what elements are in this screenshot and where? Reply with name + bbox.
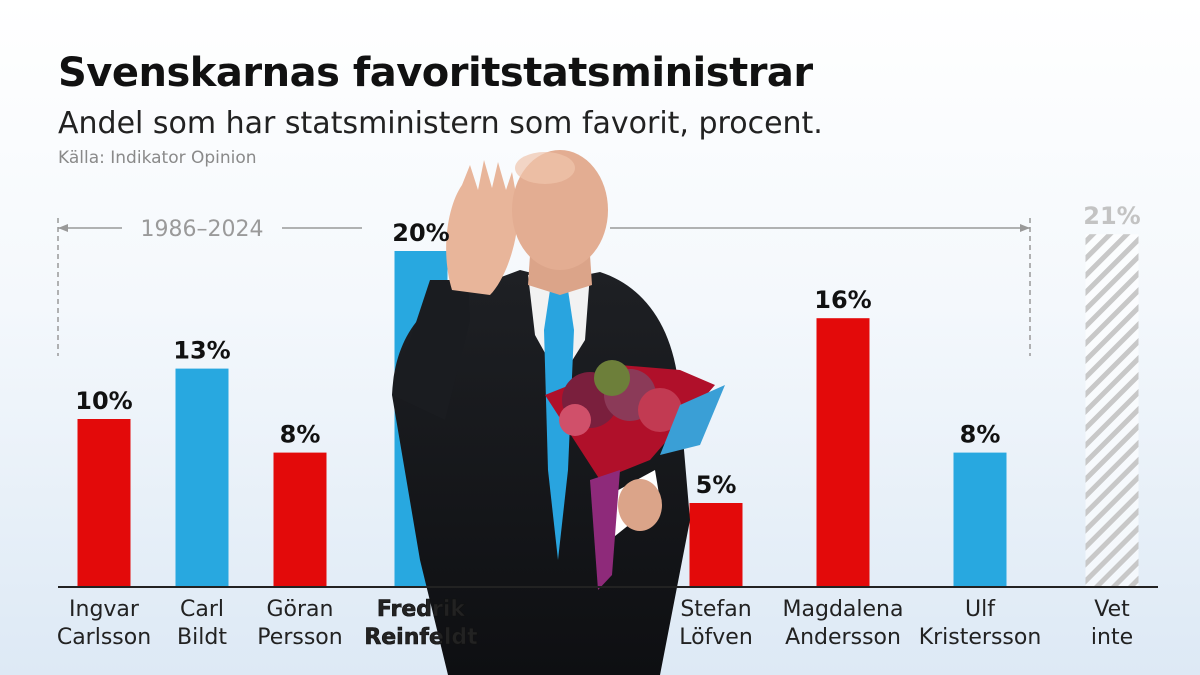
bar-carl-bildt	[175, 368, 229, 587]
category-labels-layer: Ingvar Carlsson Carl Bildt Göran Persson Fredr…	[57, 597, 1133, 651]
category-label-goran-persson: Göran Persson	[257, 597, 342, 650]
bar-stefan-lofven	[689, 503, 743, 587]
period-label: 1986–2024	[141, 217, 264, 242]
category-label-ulf-kristersson: Ulf Kristersson	[919, 597, 1042, 650]
period-bracket	[57, 218, 1031, 356]
value-label-magdalena-andersson: 16%	[814, 286, 871, 314]
chart-title: Svenskarnas favoritstatsministrar	[58, 50, 813, 96]
value-label-ingvar-carlsson: 10%	[75, 387, 132, 415]
value-label-ulf-kristersson: 8%	[960, 421, 1001, 449]
bar-ulf-kristersson	[953, 452, 1007, 587]
value-label-fredrik-reinfeldt: 20%	[392, 219, 449, 247]
value-labels-layer: 10% 13% 8% 20% 5% 16% 8% 21%	[75, 202, 1140, 499]
bar-vet-inte	[1085, 234, 1139, 587]
chart-source: Källa: Indikator Opinion	[58, 148, 257, 168]
category-label-vet-inte: Vet inte	[1091, 597, 1133, 650]
bar-magdalena-andersson	[816, 318, 870, 587]
category-label-magdalena-andersson: Magdalena Andersson	[783, 597, 904, 650]
chart-subtitle: Andel som har statsministern som favorit…	[58, 106, 823, 141]
value-label-vet-inte: 21%	[1083, 202, 1140, 230]
bar-ingvar-carlsson	[77, 419, 131, 587]
value-label-goran-persson: 8%	[280, 421, 321, 449]
category-label-stefan-lofven: Stefan Löfven	[679, 597, 753, 650]
value-label-carl-bildt: 13%	[173, 337, 230, 365]
person-photo	[392, 150, 725, 675]
category-label-ingvar-carlsson: Ingvar Carlsson	[57, 597, 151, 650]
bar-goran-persson	[273, 452, 327, 587]
category-label-fredrik-reinfeldt: Fredrik Reinfeldt	[364, 597, 478, 650]
category-label-carl-bildt: Carl Bildt	[177, 597, 227, 650]
value-label-stefan-lofven: 5%	[696, 471, 737, 499]
